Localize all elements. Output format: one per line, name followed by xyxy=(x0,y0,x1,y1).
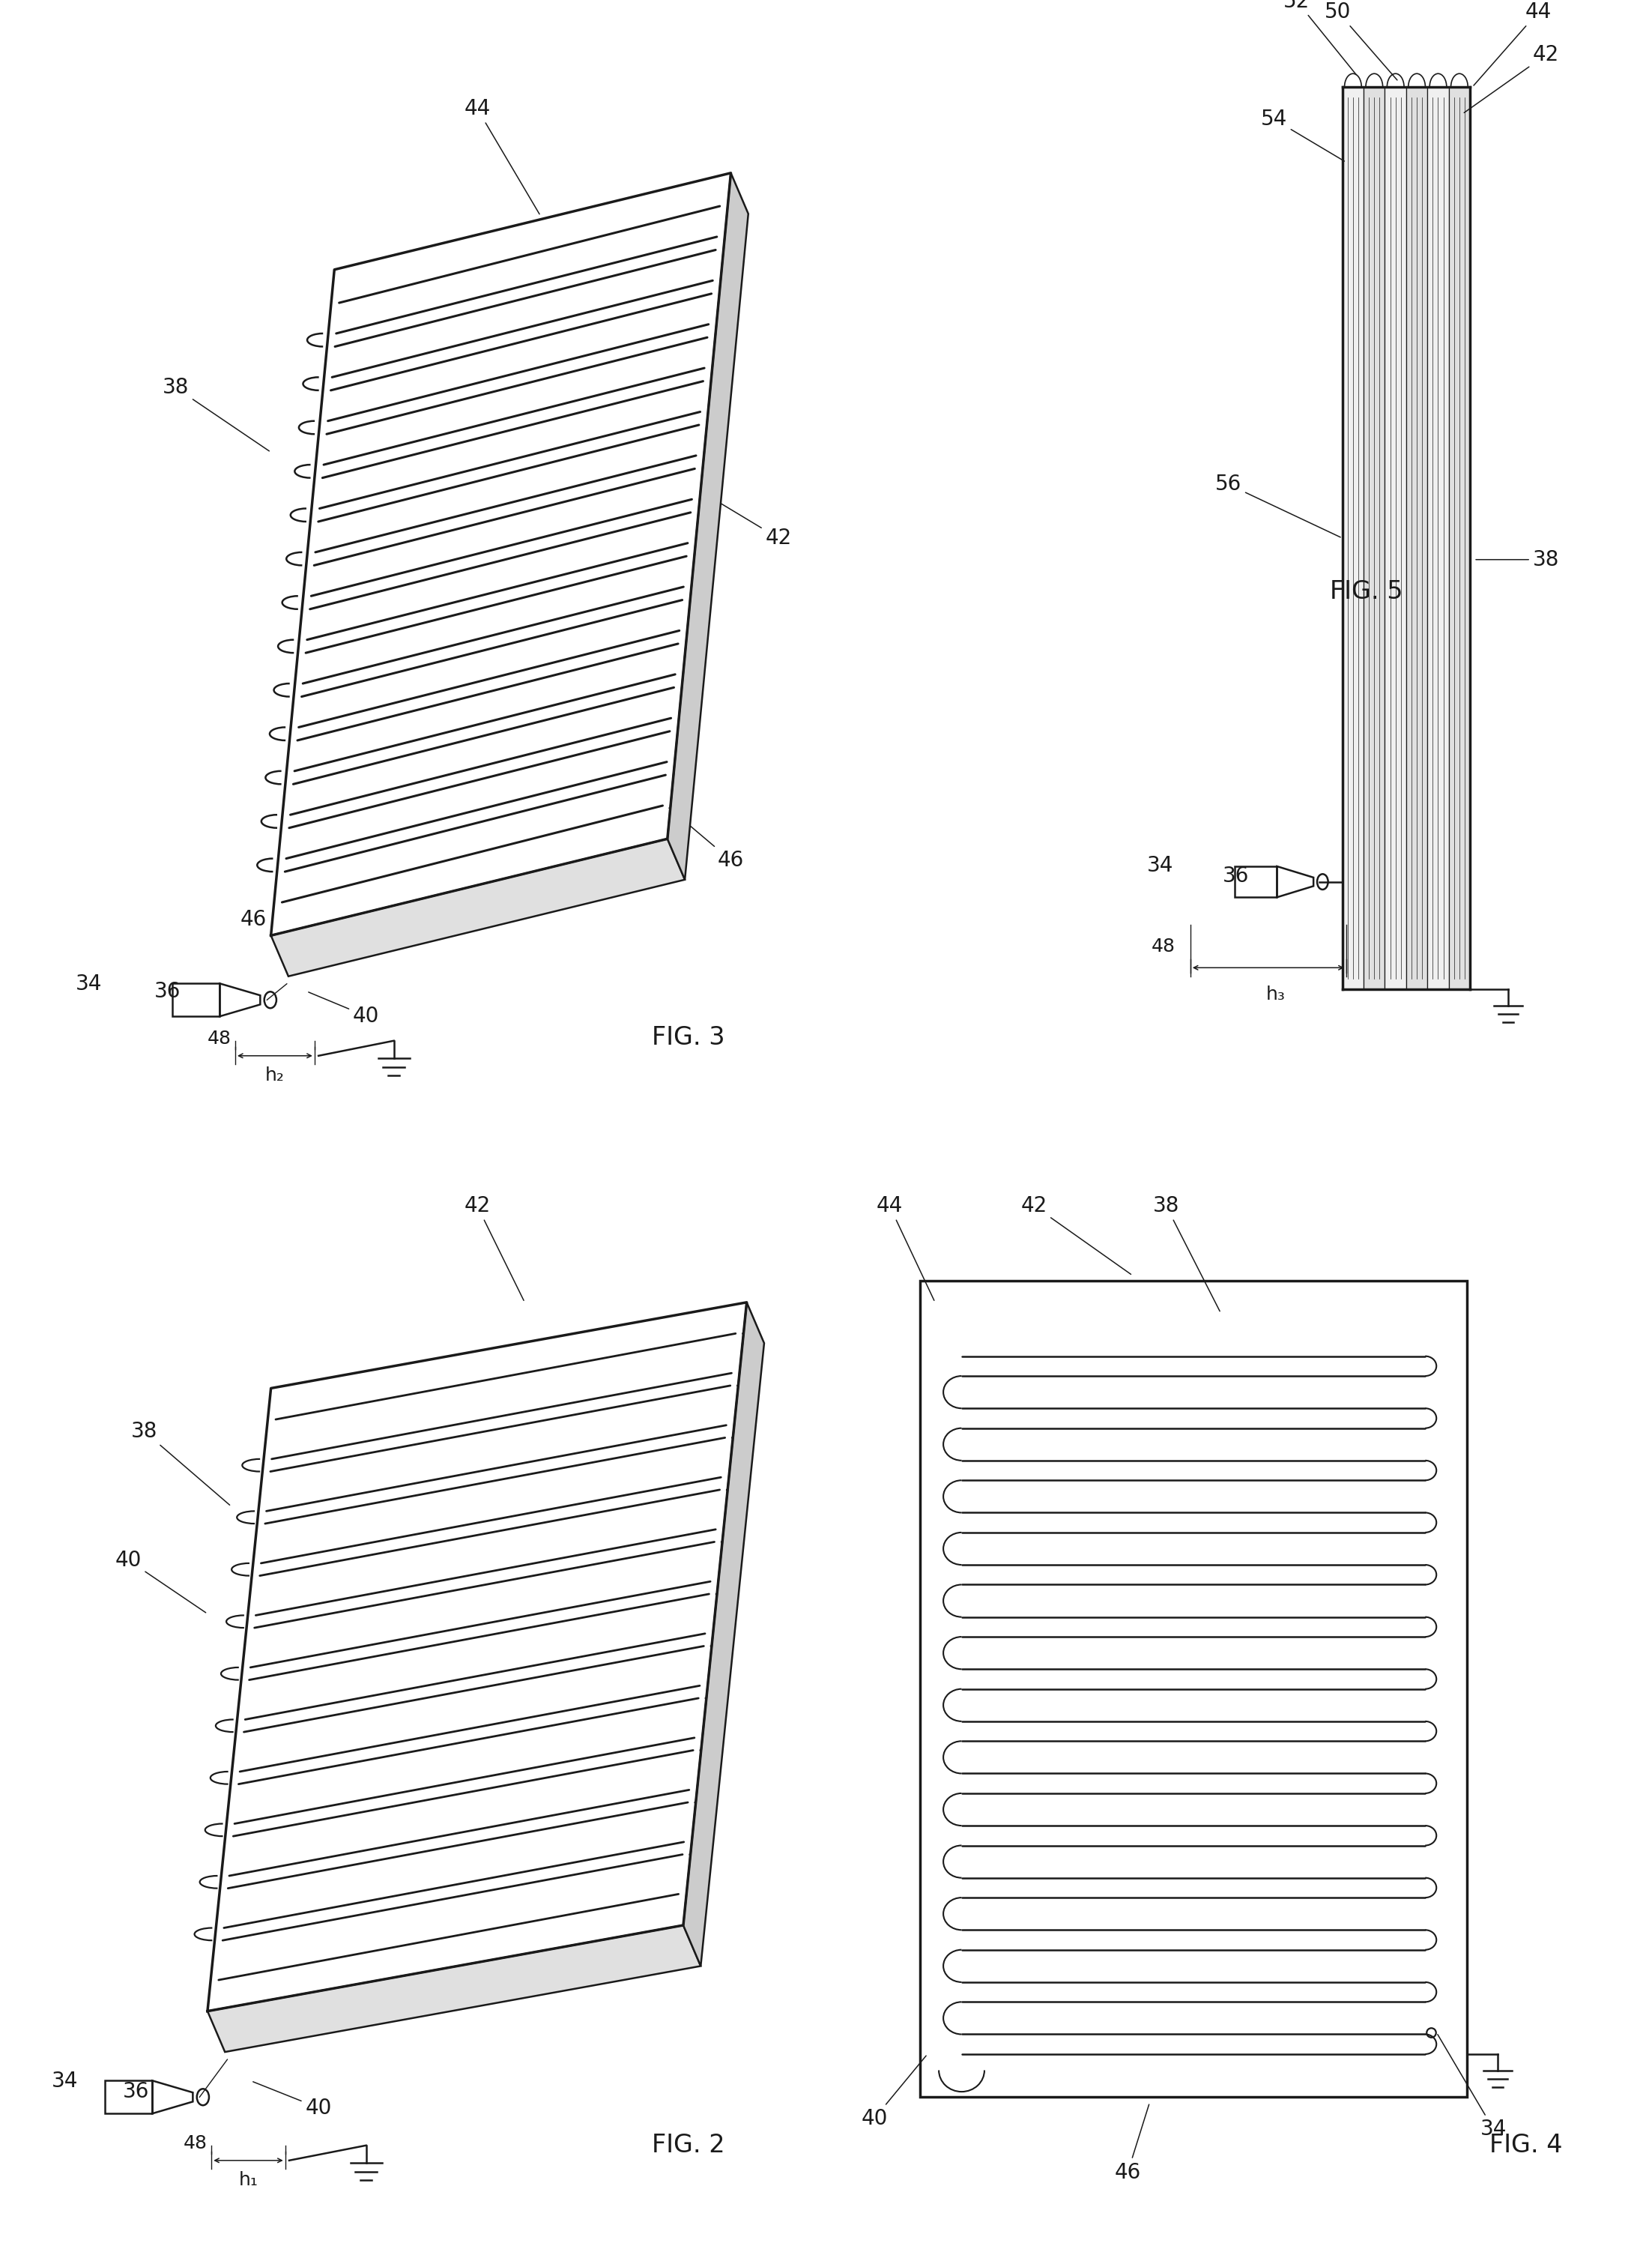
Text: 40: 40 xyxy=(253,2082,332,2119)
Polygon shape xyxy=(271,839,686,977)
Text: 36: 36 xyxy=(1222,866,1249,886)
Text: 44: 44 xyxy=(876,1196,933,1300)
Text: 48: 48 xyxy=(183,2134,208,2152)
Text: 42: 42 xyxy=(709,495,791,549)
Text: 46: 46 xyxy=(1115,2105,1150,2182)
Text: 46: 46 xyxy=(669,807,743,870)
Text: 40: 40 xyxy=(116,1549,206,1612)
Text: 38: 38 xyxy=(162,378,269,450)
Polygon shape xyxy=(1363,88,1384,990)
Polygon shape xyxy=(208,1926,700,2053)
Text: 42: 42 xyxy=(1464,45,1559,113)
Text: 34: 34 xyxy=(1146,855,1173,877)
Text: 52: 52 xyxy=(1284,0,1356,75)
Text: 48: 48 xyxy=(208,1029,231,1047)
Text: 40: 40 xyxy=(309,993,380,1026)
Text: 42: 42 xyxy=(1021,1196,1132,1275)
Text: 48: 48 xyxy=(1151,938,1175,954)
Text: 38: 38 xyxy=(131,1420,230,1506)
Text: 34: 34 xyxy=(51,2071,78,2091)
Text: h₂: h₂ xyxy=(266,1067,284,1083)
Polygon shape xyxy=(667,174,748,880)
Polygon shape xyxy=(684,1302,765,1967)
Text: 34: 34 xyxy=(1437,2035,1507,2139)
Text: FIG. 2: FIG. 2 xyxy=(651,2132,725,2157)
Text: 36: 36 xyxy=(122,2080,149,2103)
Polygon shape xyxy=(1406,88,1427,990)
Text: 56: 56 xyxy=(1216,475,1340,538)
Polygon shape xyxy=(1449,88,1470,990)
Text: 36: 36 xyxy=(155,981,182,1002)
Text: 54: 54 xyxy=(1260,109,1345,161)
Text: h₃: h₃ xyxy=(1265,986,1285,1004)
Polygon shape xyxy=(1427,88,1449,990)
Text: 38: 38 xyxy=(1475,549,1559,570)
Text: h₁: h₁ xyxy=(238,2171,258,2189)
Polygon shape xyxy=(1343,88,1363,990)
Text: 50: 50 xyxy=(1325,2,1398,79)
Text: 40: 40 xyxy=(861,2055,927,2130)
Text: 44: 44 xyxy=(464,97,540,215)
Text: 34: 34 xyxy=(76,972,102,995)
Text: 42: 42 xyxy=(464,1196,524,1300)
Text: 46: 46 xyxy=(241,909,268,929)
Text: 38: 38 xyxy=(1153,1196,1219,1311)
Text: 44: 44 xyxy=(1474,2,1551,86)
Text: FIG. 4: FIG. 4 xyxy=(1490,2132,1563,2157)
Text: FIG. 5: FIG. 5 xyxy=(1330,579,1403,604)
Polygon shape xyxy=(1384,88,1406,990)
Text: FIG. 3: FIG. 3 xyxy=(651,1024,725,1049)
